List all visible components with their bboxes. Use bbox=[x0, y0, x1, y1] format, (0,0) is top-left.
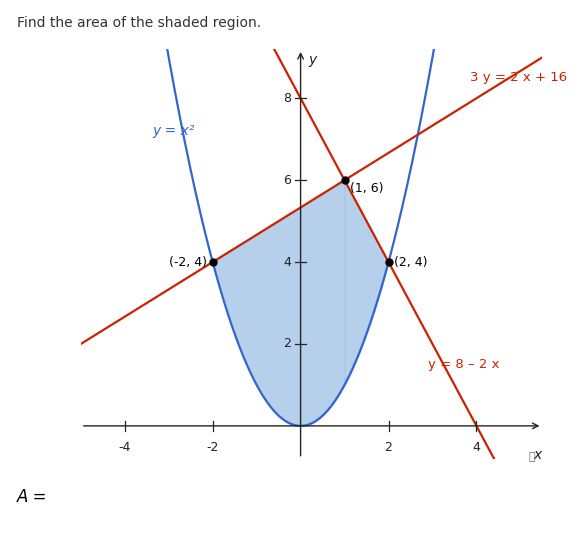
Text: 8: 8 bbox=[283, 92, 291, 105]
Text: A =: A = bbox=[17, 488, 48, 506]
Text: (2, 4): (2, 4) bbox=[394, 256, 428, 269]
Text: ⓘ: ⓘ bbox=[528, 452, 535, 461]
Text: y: y bbox=[309, 53, 317, 67]
Text: 3 y = 2 x + 16: 3 y = 2 x + 16 bbox=[470, 72, 567, 84]
Text: 4: 4 bbox=[283, 256, 291, 269]
Text: (1, 6): (1, 6) bbox=[350, 182, 384, 195]
Text: (-2, 4): (-2, 4) bbox=[170, 256, 207, 269]
Text: -4: -4 bbox=[118, 441, 131, 454]
Text: Find the area of the shaded region.: Find the area of the shaded region. bbox=[17, 16, 261, 31]
Text: y = 8 – 2 x: y = 8 – 2 x bbox=[428, 358, 500, 371]
Text: y = x²: y = x² bbox=[152, 124, 194, 138]
Text: 2: 2 bbox=[385, 441, 392, 454]
Text: 2: 2 bbox=[283, 337, 291, 351]
Text: -2: -2 bbox=[207, 441, 219, 454]
Text: 6: 6 bbox=[283, 174, 291, 187]
Text: 4: 4 bbox=[473, 441, 481, 454]
Text: x: x bbox=[534, 448, 542, 462]
